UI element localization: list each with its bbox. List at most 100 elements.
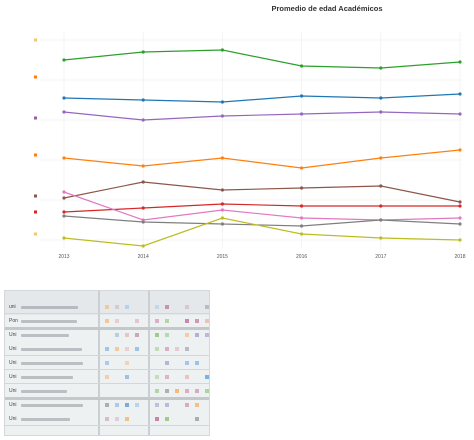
redacted-cell xyxy=(135,347,139,351)
line-chart: Promedio de edad Académicos 2013 2014 2015… xyxy=(34,4,466,260)
x-tick-label: 2013 xyxy=(58,254,69,260)
data-point xyxy=(300,94,304,98)
x-tick-label: 2014 xyxy=(138,254,149,260)
table-row-line xyxy=(5,383,209,384)
redacted-cell xyxy=(105,305,109,309)
x-tick-label: 2015 xyxy=(217,254,228,260)
data-point xyxy=(458,238,462,242)
series-line xyxy=(63,111,461,121)
series-line xyxy=(63,149,461,169)
chart-title: Promedio de edad Académicos xyxy=(271,4,382,13)
redacted-cell xyxy=(205,375,209,379)
redacted-text xyxy=(21,334,69,337)
data-point xyxy=(300,186,304,190)
data-point xyxy=(300,224,304,228)
data-point xyxy=(62,210,66,214)
redacted-cell xyxy=(205,389,209,393)
series-1 xyxy=(62,48,462,70)
data-point xyxy=(62,110,66,114)
redacted-cell xyxy=(115,347,119,351)
redacted-cell xyxy=(195,333,199,337)
data-point xyxy=(220,188,224,192)
data-point xyxy=(458,60,462,64)
redacted-cell xyxy=(155,347,159,351)
data-point xyxy=(300,216,304,220)
y-axis-marker xyxy=(34,38,37,42)
series-3 xyxy=(62,110,462,122)
redacted-cell xyxy=(135,319,139,323)
data-point xyxy=(458,222,462,226)
redacted-cell xyxy=(185,389,189,393)
data-point xyxy=(220,208,224,212)
data-point xyxy=(141,50,145,54)
data-point xyxy=(62,58,66,62)
series-line xyxy=(63,217,461,247)
table-separator xyxy=(5,397,209,400)
table-divider xyxy=(98,291,100,435)
y-axis-marker xyxy=(34,153,37,157)
data-point xyxy=(141,244,145,248)
redacted-cell xyxy=(205,319,209,323)
data-point xyxy=(379,204,383,208)
data-point xyxy=(379,110,383,114)
data-point xyxy=(141,118,145,122)
redacted-cell xyxy=(155,319,159,323)
y-axis-marker xyxy=(34,232,37,236)
redacted-cell xyxy=(155,333,159,337)
redacted-cell xyxy=(165,319,169,323)
table-header xyxy=(5,291,209,315)
series-line xyxy=(63,181,461,203)
data-point xyxy=(379,156,383,160)
redacted-cell xyxy=(105,417,109,421)
series-line xyxy=(63,49,461,69)
redacted-cell xyxy=(165,333,169,337)
x-tick-label: 2018 xyxy=(454,254,465,260)
series-6 xyxy=(62,202,462,214)
table-row-label: Uni xyxy=(9,402,17,408)
redacted-cell xyxy=(185,333,189,337)
data-point xyxy=(141,206,145,210)
data-point xyxy=(62,96,66,100)
redacted-cell xyxy=(185,375,189,379)
data-point xyxy=(141,180,145,184)
data-point xyxy=(62,196,66,200)
table-row-label: Uni xyxy=(9,374,17,380)
y-axis-marker xyxy=(34,116,37,120)
redacted-cell xyxy=(185,361,189,365)
series-4 xyxy=(62,148,462,170)
series-line xyxy=(63,191,461,221)
redacted-cell xyxy=(195,361,199,365)
series-9 xyxy=(62,216,462,248)
redacted-cell xyxy=(125,305,129,309)
data-point xyxy=(458,92,462,96)
redacted-text xyxy=(21,376,73,379)
data-point xyxy=(458,204,462,208)
redacted-cell xyxy=(155,375,159,379)
data-point xyxy=(220,48,224,52)
redacted-cell xyxy=(185,347,189,351)
data-point xyxy=(62,156,66,160)
redacted-cell xyxy=(125,403,129,407)
y-axis-marker xyxy=(34,194,37,198)
series-5 xyxy=(62,180,462,204)
redacted-text xyxy=(21,390,67,393)
x-tick-label: 2017 xyxy=(375,254,386,260)
redacted-cell xyxy=(205,333,209,337)
data-point xyxy=(220,100,224,104)
data-point xyxy=(379,184,383,188)
table-row-label: Uni xyxy=(9,360,17,366)
data-point xyxy=(458,112,462,116)
redacted-cell xyxy=(165,305,169,309)
data-point xyxy=(458,148,462,152)
redacted-cell xyxy=(165,403,169,407)
chart-series xyxy=(62,48,462,248)
y-axis-marker xyxy=(34,210,37,214)
data-point xyxy=(379,66,383,70)
data-point xyxy=(220,222,224,226)
table-separator xyxy=(5,327,209,330)
table-divider xyxy=(148,291,150,435)
redacted-cell xyxy=(185,403,189,407)
redacted-cell xyxy=(165,347,169,351)
table-row-label: Uni xyxy=(9,346,17,352)
redacted-cell xyxy=(165,375,169,379)
